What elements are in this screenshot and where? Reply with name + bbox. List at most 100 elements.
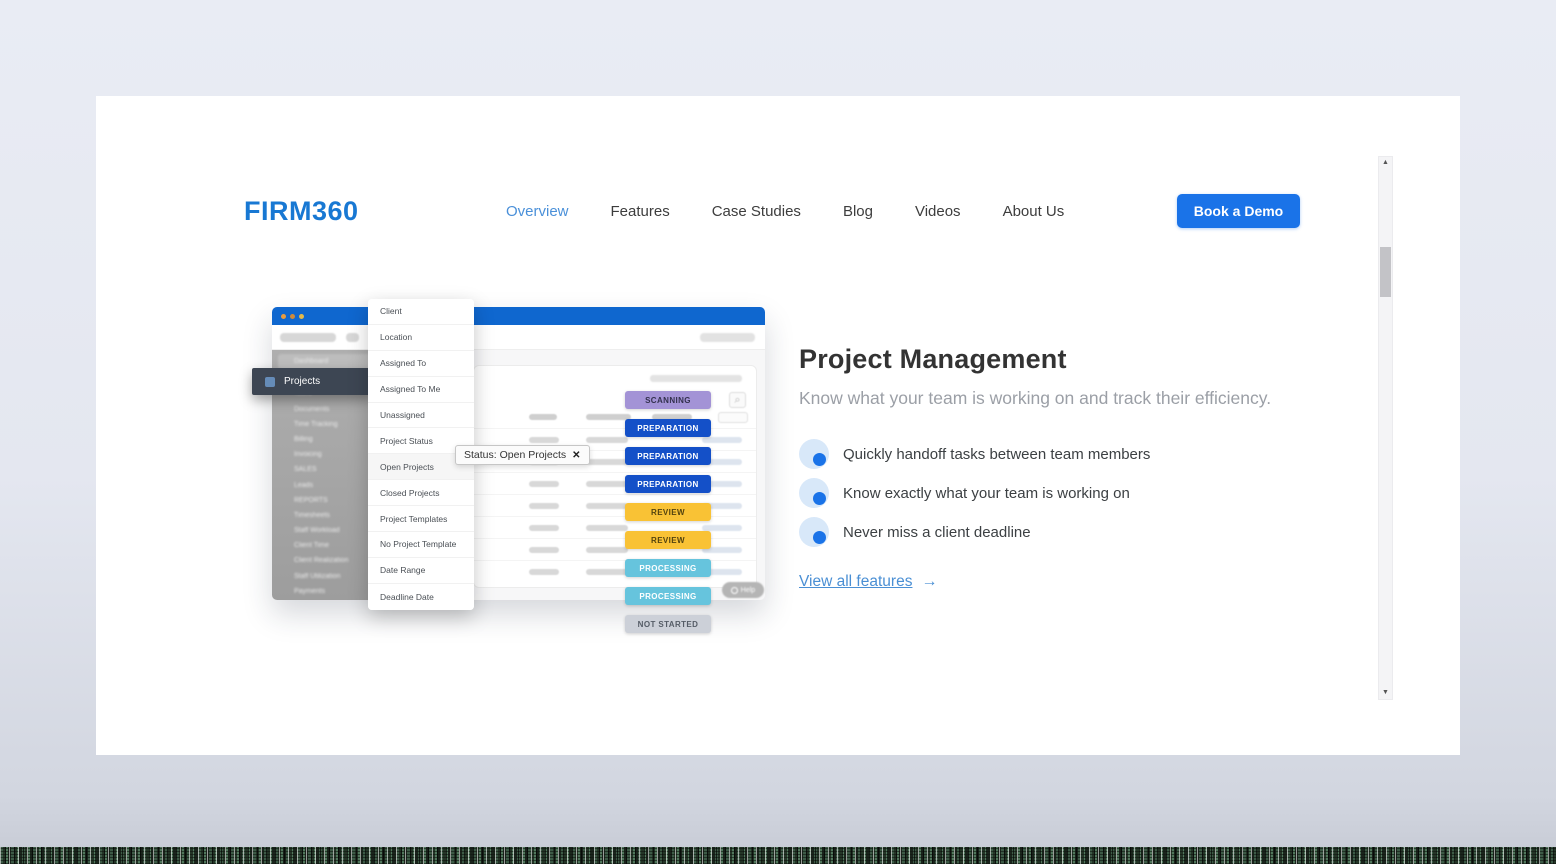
table-row: [474, 516, 756, 538]
blurred-text: [586, 414, 631, 420]
table-row: [474, 538, 756, 560]
feature-bullet: Quickly handoff tasks between team membe…: [799, 439, 1399, 469]
table-rows-blurred: [474, 428, 756, 582]
sidebar-item-blurred: Staff Utilization: [294, 572, 341, 580]
arrow-right-icon: →: [921, 573, 938, 590]
sidebar-item-blurred: Time Tracking: [294, 420, 338, 428]
dropdown-item: Project Templates: [368, 506, 474, 533]
status-badge: PROCESSING: [625, 587, 711, 605]
sidebar-item-blurred: Staff Workload: [294, 527, 340, 535]
status-badge: PROCESSING: [625, 559, 711, 577]
sidebar-item-blurred: Invoicing: [294, 451, 322, 459]
bullet-icon: [799, 478, 829, 508]
sidebar-item-blurred: Payments: [294, 587, 326, 595]
nav-item[interactable]: Blog: [842, 203, 873, 220]
content-card: FIRM360 Overview Features Case Studies B…: [96, 96, 1460, 755]
status-badge: NOT STARTED: [625, 615, 711, 633]
bullet-icon: [799, 439, 829, 469]
blurred-text: [529, 414, 557, 420]
blurred-text: [652, 414, 692, 420]
sidebar-item-blurred: Timesheets: [294, 511, 330, 519]
projects-table-panel: ⌕: [473, 365, 757, 588]
feature-copy: Project Management Know what your team i…: [799, 344, 1399, 591]
page-scrollbar[interactable]: ▲ ▼: [1378, 156, 1393, 700]
dropdown-item: Assigned To Me: [368, 376, 474, 403]
sidebar-item-blurred: Billing: [294, 435, 313, 443]
bullet-icon: [799, 517, 829, 547]
bullet-dot-icon: [813, 453, 826, 466]
help-button-blurred: Help: [722, 582, 764, 598]
status-badge: REVIEW: [625, 503, 711, 521]
book-a-demo-button[interactable]: Book a Demo: [1177, 194, 1300, 228]
window-dot-icon: [299, 313, 304, 319]
app-header: [272, 325, 765, 350]
window-titlebar: [272, 307, 765, 325]
dropdown-item: Unassigned: [368, 402, 474, 429]
projects-icon: [265, 376, 275, 387]
nav-item[interactable]: About Us: [1002, 203, 1065, 220]
blurred-text: [280, 333, 336, 342]
bullet-text: Quickly handoff tasks between team membe…: [843, 445, 1151, 463]
blurred-text: [650, 375, 742, 382]
status-badge: PREPARATION: [625, 419, 711, 437]
bullet-text: Never miss a client deadline: [843, 523, 1031, 541]
filter-chip: Status: Open Projects ✕: [455, 445, 590, 465]
blurred-text: [346, 333, 359, 342]
nav-item[interactable]: Features: [610, 203, 670, 220]
sidebar-item-blurred: REPORTS: [294, 496, 328, 504]
status-badge: PREPARATION: [625, 475, 711, 493]
nav-item[interactable]: Videos: [914, 203, 961, 220]
page-subtitle: Know what your team is working on and tr…: [799, 388, 1272, 408]
nav-item[interactable]: Case Studies: [711, 203, 801, 220]
sidebar-item-blurred: Client Realization: [294, 557, 349, 565]
add-button-blurred: [718, 412, 748, 423]
dropdown-item: Closed Projects: [368, 480, 474, 507]
scrollbar-thumb[interactable]: [1380, 247, 1391, 297]
help-label: Help: [740, 586, 756, 594]
status-badges: SCANNING PREPARATION PREPARATION PREPARA…: [625, 391, 711, 633]
window-dot-icon: [290, 313, 295, 319]
dropdown-item: Client: [368, 299, 474, 325]
status-badge: PREPARATION: [625, 447, 711, 465]
table-header-blurred: [474, 412, 756, 424]
blurred-text: [700, 333, 755, 342]
feature-bullets: Quickly handoff tasks between team membe…: [799, 439, 1399, 547]
feature-bullet: Never miss a client deadline: [799, 517, 1399, 547]
bullet-dot-icon: [813, 492, 826, 505]
dropdown-item: Deadline Date: [368, 583, 474, 610]
nav-item[interactable]: Overview: [506, 203, 569, 220]
filter-chip-label: Status: Open Projects: [464, 449, 567, 461]
scrollbar-down-arrow-icon[interactable]: ▼: [1382, 689, 1389, 696]
status-badge: REVIEW: [625, 531, 711, 549]
window-dot-icon: [281, 313, 286, 319]
view-all-features-link[interactable]: View all features →: [799, 573, 938, 590]
help-icon: [730, 586, 738, 594]
sidebar-item-blurred: SALES: [294, 466, 317, 474]
table-row: [474, 472, 756, 494]
feature-bullet: Know exactly what your team is working o…: [799, 478, 1399, 508]
sidebar-item-blurred: Leads: [294, 481, 314, 489]
sidebar-item-blurred: Client Time: [294, 542, 330, 550]
status-badge: SCANNING: [625, 391, 711, 409]
table-row: [474, 494, 756, 516]
dropdown-item: Date Range: [368, 557, 474, 584]
table-row: [474, 560, 756, 582]
search-icon: ⌕: [729, 392, 746, 408]
sidebar-item-blurred: Documents: [294, 405, 330, 413]
dropdown-item: No Project Template: [368, 532, 474, 558]
table-row: [474, 428, 756, 450]
page-title: Project Management: [799, 344, 1067, 374]
filter-dropdown: Client Location Assigned To Assigned To …: [368, 299, 474, 610]
firm360-logo[interactable]: FIRM360: [244, 196, 359, 226]
bottom-noise-strip: [0, 847, 1556, 864]
sidebar-item-blurred: Dashboard: [278, 354, 371, 370]
dropdown-item: Assigned To: [368, 350, 474, 377]
sidebar-item-projects: Projects: [252, 368, 373, 395]
dropdown-item: Location: [368, 324, 474, 351]
sidebar-item-label: Projects: [284, 376, 321, 387]
main-nav: Overview Features Case Studies Blog Vide…: [506, 203, 1064, 220]
bullet-text: Know exactly what your team is working o…: [843, 484, 1130, 502]
close-icon: ✕: [572, 449, 581, 461]
scrollbar-up-arrow-icon[interactable]: ▲: [1382, 159, 1389, 166]
